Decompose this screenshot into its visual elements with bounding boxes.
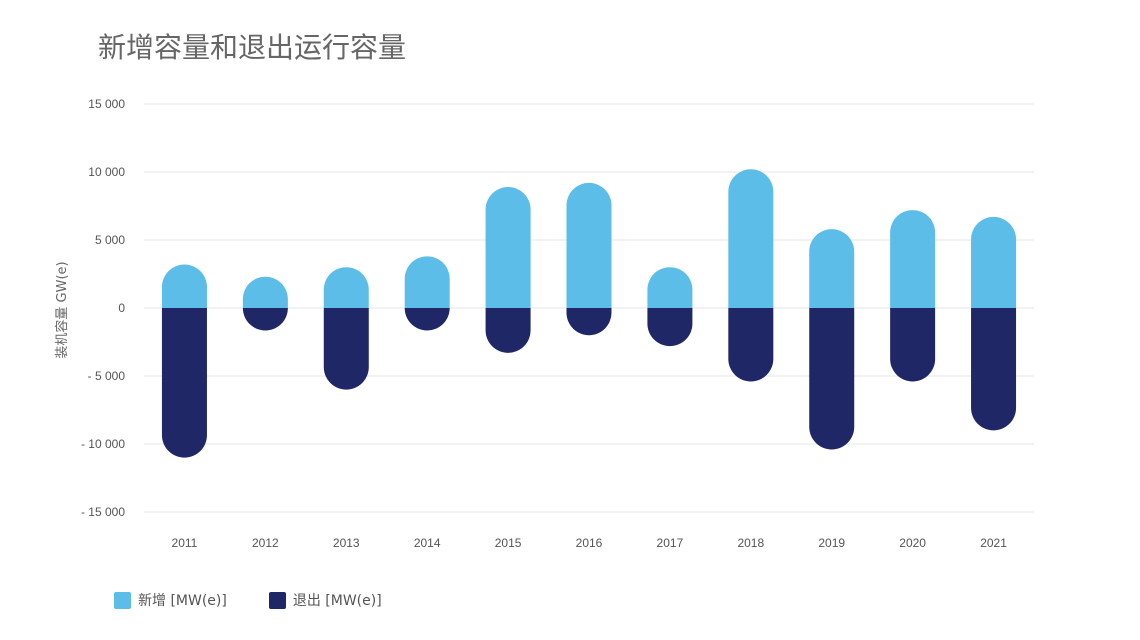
x-tick-label: 2016 [576,536,603,550]
bar-added[interactable] [890,210,936,308]
x-tick-label: 2014 [414,536,441,550]
legend-label-retired: 退出 [MW(e)] [292,593,382,609]
y-tick-label: - 15 000 [81,505,125,519]
y-axis-tick-labels: 15 000 10 000 5 000 0 - 5 000 - 10 000 - 15 00… [81,97,125,519]
x-tick-label: 2020 [899,536,926,550]
x-tick-label: 2017 [657,536,684,550]
x-tick-label: 2018 [737,536,764,550]
bar-added[interactable] [971,216,1017,308]
bar-added[interactable] [242,276,288,308]
bars [161,169,1017,458]
bar-added[interactable] [728,169,774,308]
bar-retired[interactable] [728,308,774,382]
y-tick-label: 0 [118,301,125,315]
y-tick-label: 10 000 [88,165,125,179]
bar-retired[interactable] [566,308,612,336]
chart-title: 新增容量和退出运行容量 [98,31,407,64]
bar-retired[interactable] [971,308,1017,431]
bar-retired[interactable] [809,308,855,450]
x-axis-tick-labels: 2011 2012 2013 2014 2015 2016 2017 2018 2019 2020… [172,536,1008,550]
x-tick-label: 2013 [333,536,360,550]
bar-added[interactable] [566,182,612,308]
y-tick-label: 15 000 [88,97,125,111]
x-tick-label: 2015 [495,536,522,550]
legend: 新增 [MW(e)] 退出 [MW(e)] [114,590,424,610]
x-tick-label: 2012 [252,536,279,550]
bar-retired[interactable] [404,308,450,331]
bar-retired[interactable] [161,308,207,458]
bar-retired[interactable] [647,308,693,347]
legend-swatch-retired [268,591,286,609]
legend-item-added[interactable]: 新增 [MW(e)] [114,590,227,610]
y-tick-label: - 10 000 [81,437,125,451]
legend-label-added: 新增 [MW(e)] [138,593,227,609]
y-tick-label: 5 000 [95,233,125,247]
x-tick-label: 2019 [818,536,845,550]
bar-added[interactable] [323,267,369,308]
x-tick-label: 2021 [980,536,1007,550]
bar-added[interactable] [809,229,855,308]
bar-retired[interactable] [323,308,369,390]
bar-retired[interactable] [485,308,531,353]
bar-added[interactable] [647,267,693,308]
bar-added[interactable] [485,186,531,308]
bar-retired[interactable] [242,308,288,331]
x-tick-label: 2011 [172,536,198,550]
bar-added[interactable] [404,256,450,308]
y-tick-label: - 5 000 [88,369,126,383]
y-axis-title: 装机容量 GW(e) [54,261,70,358]
legend-item-retired[interactable]: 退出 [MW(e)] [268,590,382,610]
legend-swatch-added [114,591,131,609]
bar-retired[interactable] [890,308,936,382]
bar-added[interactable] [161,264,207,308]
